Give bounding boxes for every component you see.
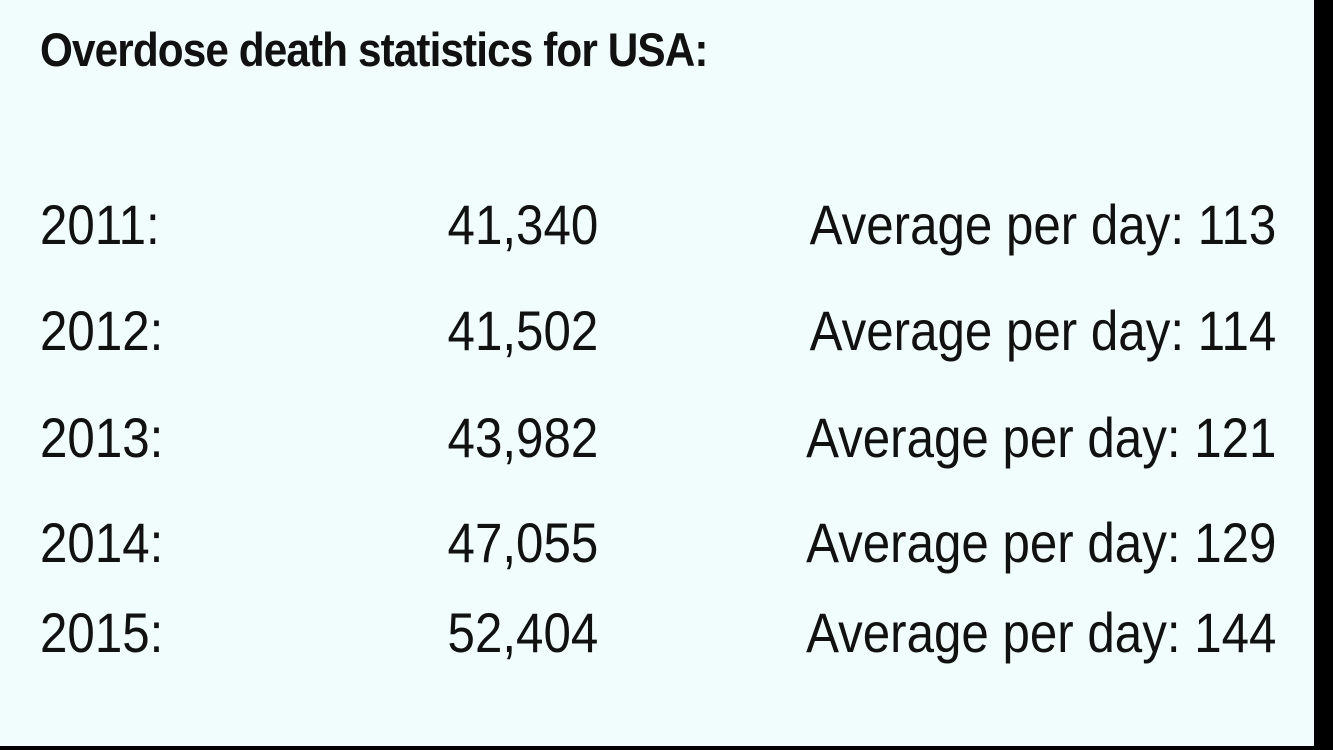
average-label: Average per day: [805,601,1181,664]
average-label: Average per day: [805,511,1181,574]
stat-row-2011: 2011: 41,340 Average per day: 113 [0,190,1314,260]
average-per-day: Average per day: 121 [806,403,1276,473]
average-per-day: Average per day: 114 [809,296,1276,366]
death-count: 41,340 [447,193,598,256]
death-count: 52,404 [447,601,598,664]
year-label: 2015: [40,601,164,664]
year-label: 2013: [40,406,164,469]
average-label: Average per day: [809,193,1184,256]
death-count: 43,982 [447,406,598,469]
average-value: 114 [1197,299,1276,362]
page-title: Overdose death statistics for USA: [40,23,708,76]
year-label: 2014: [40,511,164,574]
average-value: 113 [1197,193,1276,256]
average-label: Average per day: [809,299,1184,362]
year-label: 2012: [40,299,164,362]
average-value: 129 [1193,511,1276,574]
stat-row-2013: 2013: 43,982 Average per day: 121 [0,403,1314,473]
average-per-day: Average per day: 129 [806,508,1276,578]
average-per-day: Average per day: 113 [809,190,1276,260]
year-label: 2011: [40,193,160,256]
stat-row-2012: 2012: 41,502 Average per day: 114 [0,296,1314,366]
average-value: 144 [1193,601,1276,664]
average-value: 121 [1193,406,1276,469]
death-count: 41,502 [447,299,598,362]
average-label: Average per day: [805,406,1181,469]
average-per-day: Average per day: 144 [806,598,1276,668]
stat-row-2014: 2014: 47,055 Average per day: 129 [0,508,1314,578]
death-count: 47,055 [447,511,598,574]
stat-row-2015: 2015: 52,404 Average per day: 144 [0,598,1314,668]
